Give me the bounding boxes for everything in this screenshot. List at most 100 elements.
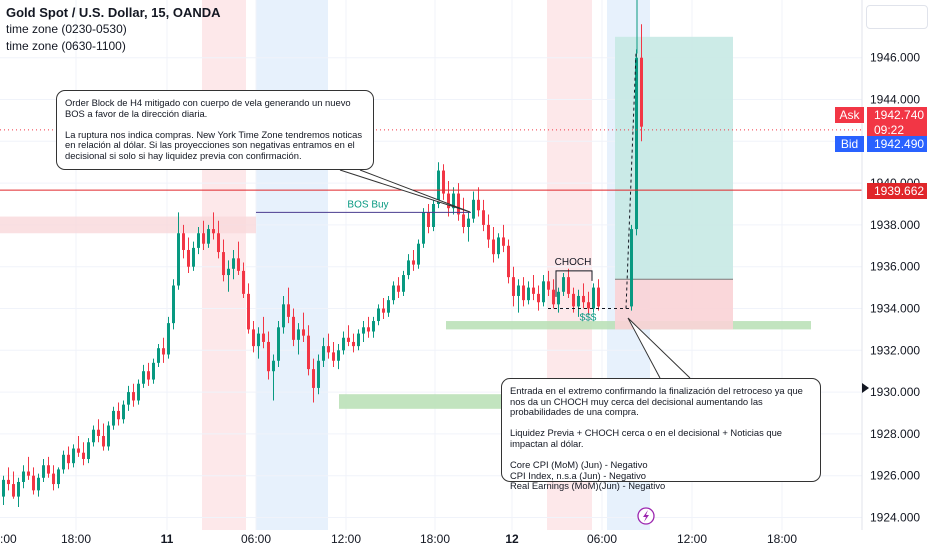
- candle: [592, 283, 595, 313]
- indicator-time-zone-1[interactable]: time zone (0230-0530): [6, 22, 127, 36]
- candle: [142, 364, 145, 388]
- candle-body: [197, 233, 200, 248]
- candle-body: [162, 348, 165, 355]
- candle: [577, 289, 580, 317]
- candle: [557, 287, 560, 313]
- candle-body: [177, 233, 180, 286]
- candle-body: [327, 346, 330, 353]
- annotation-callout-entry[interactable]: Entrada en el extremo confirmando la fin…: [501, 378, 821, 491]
- candle-body: [342, 337, 345, 351]
- candle-body: [477, 199, 480, 211]
- candle: [497, 233, 500, 259]
- candle-body: [472, 199, 475, 219]
- candle: [227, 260, 230, 292]
- candle: [547, 270, 550, 296]
- candle: [72, 444, 75, 468]
- candle: [512, 266, 515, 307]
- chart-legend: Gold Spot / U.S. Dollar, 15, OANDA time …: [6, 4, 221, 55]
- candle-body: [482, 210, 485, 225]
- candle: [482, 199, 485, 232]
- callout-pointer-bottom: [627, 317, 691, 379]
- candle-body: [302, 329, 305, 336]
- scroll-right-arrow-icon[interactable]: [862, 383, 869, 393]
- candle: [207, 224, 210, 248]
- candle: [307, 325, 310, 376]
- time-tick-label: 12:00: [677, 532, 707, 546]
- candle-body: [142, 371, 145, 384]
- candle: [192, 241, 195, 271]
- candle-body: [292, 316, 295, 340]
- candle-body: [532, 287, 535, 294]
- candle: [467, 212, 470, 242]
- candle-body: [402, 275, 405, 292]
- candle: [132, 383, 135, 407]
- candle: [262, 316, 265, 349]
- time-axis[interactable]: 18:00 11 06:00 12:00 18:00 12 06:00 12:00 18:00:…: [0, 532, 797, 546]
- candle-body: [127, 392, 130, 405]
- candle: [522, 277, 525, 307]
- candle-body: [487, 224, 490, 240]
- candle-body: [387, 300, 390, 313]
- candle: [297, 323, 300, 355]
- candle-body: [47, 465, 50, 474]
- choch-label: CHOCH: [555, 257, 592, 268]
- price-axis[interactable]: 1924.000 1926.000 1928.000 1930.000 1932.000…: [861, 0, 920, 530]
- candle-body: [507, 245, 510, 278]
- candle: [357, 329, 360, 351]
- candle: [302, 312, 305, 342]
- candle: [7, 467, 10, 491]
- candle: [507, 239, 510, 284]
- indicator-time-zone-2[interactable]: time zone (0630-1100): [6, 39, 126, 53]
- candle: [107, 421, 110, 451]
- candle: [257, 327, 260, 359]
- candle-body: [167, 323, 170, 355]
- candle-body: [202, 233, 205, 244]
- candle-body: [247, 293, 250, 330]
- symbol-title[interactable]: Gold Spot / U.S. Dollar, 15, OANDA: [6, 5, 221, 20]
- candle-body: [187, 249, 190, 267]
- candle: [97, 419, 100, 443]
- candle-body: [122, 404, 125, 420]
- choch-bracket: [555, 270, 593, 297]
- price-tick-label: 1938.000: [870, 218, 920, 232]
- candle-body: [312, 369, 315, 388]
- overlay-layer: BOS Buy CHOCH $$$: [0, 0, 862, 525]
- candle-body: [357, 333, 360, 347]
- candle: [182, 224, 185, 259]
- liquidity-label: $$$: [580, 313, 597, 324]
- price-axis-top-button[interactable]: [866, 5, 928, 29]
- candle: [12, 471, 15, 499]
- candle: [452, 187, 455, 215]
- candle: [292, 308, 295, 347]
- candle: [402, 270, 405, 296]
- candle-body: [382, 308, 385, 313]
- time-tick-label: 12:00: [331, 532, 361, 546]
- candle: [217, 220, 220, 259]
- candle-body: [37, 477, 40, 491]
- annotation-callout-order-block[interactable]: Order Block de H4 mitigado con cuerpo de…: [56, 90, 374, 170]
- candle: [417, 239, 420, 269]
- time-tick-label: 06:00: [241, 532, 271, 546]
- candle-body: [562, 277, 565, 292]
- candle-body: [87, 442, 90, 459]
- candle: [422, 208, 425, 248]
- candle: [472, 191, 475, 223]
- candle: [432, 197, 435, 232]
- candle-body: [242, 270, 245, 294]
- candle-body: [107, 425, 110, 447]
- candle: [37, 473, 40, 497]
- price-tick-label: 1924.000: [870, 511, 920, 525]
- candle-body: [352, 341, 355, 347]
- candle: [407, 254, 410, 280]
- candle-body: [587, 302, 590, 309]
- candle-body: [332, 352, 335, 361]
- candle-body: [347, 337, 350, 342]
- candle: [327, 333, 330, 359]
- candle: [312, 358, 315, 403]
- candle-body: [640, 57, 643, 127]
- bid-label: Bid: [835, 136, 864, 152]
- candle: [377, 304, 380, 326]
- candle-body: [117, 410, 120, 420]
- candle-body: [77, 448, 80, 453]
